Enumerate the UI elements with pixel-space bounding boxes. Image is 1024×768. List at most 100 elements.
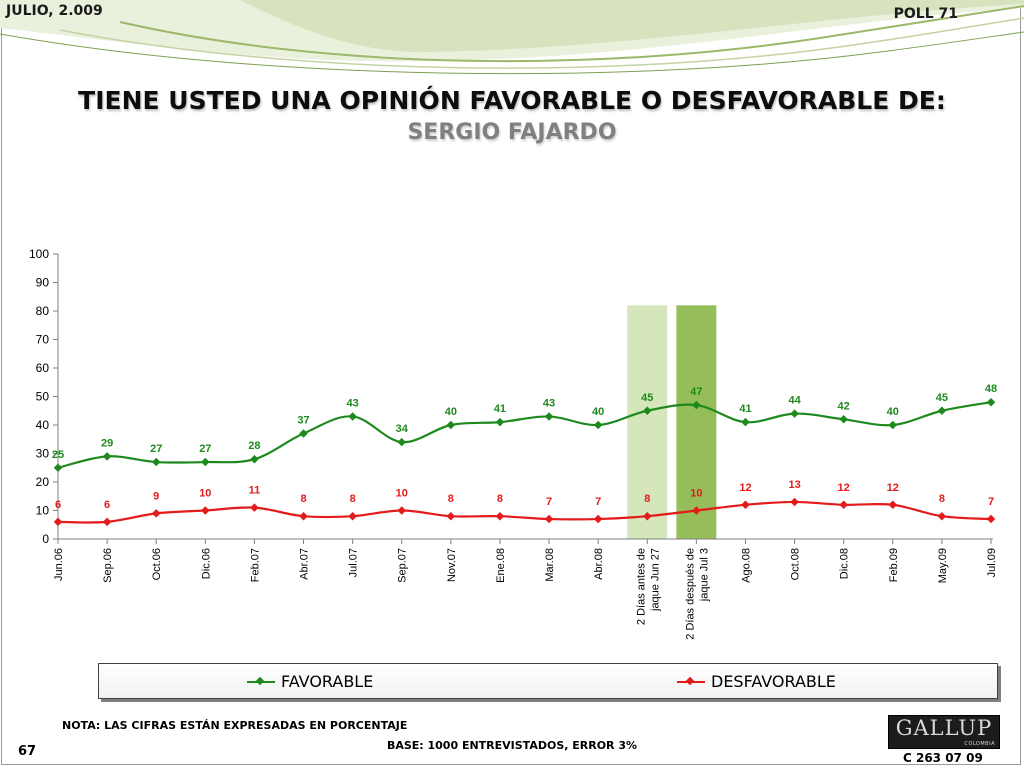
x-tick-label-11: Abr.08 [593, 548, 605, 580]
x-tick-label-0: Jun.06 [53, 548, 65, 581]
series-desfavorable-point-4 [250, 503, 259, 512]
series-desfavorable-point-3 [201, 506, 210, 515]
x-tick-label-6: Jul.07 [348, 548, 360, 577]
series-favorable-data-label-3: 27 [199, 443, 211, 455]
series-desfavorable-point-0 [53, 517, 63, 527]
y-tick-label-100: 100 [29, 247, 49, 261]
series-desfavorable-data-label-13: 10 [690, 488, 702, 500]
highlight-band-12 [627, 305, 668, 539]
series-favorable-data-label-1: 29 [101, 437, 113, 449]
series-desfavorable-data-label-0: 6 [55, 499, 61, 511]
gallup-logo: GALLUP COLOMBIA [888, 715, 1000, 749]
series-desfavorable-data-label-7: 10 [396, 488, 408, 500]
series-favorable-point-8 [446, 420, 456, 430]
series-favorable-point-13 [692, 400, 701, 410]
x-tick-label-17: Feb.09 [888, 548, 900, 582]
series-favorable-data-label-13: 47 [690, 386, 702, 398]
series-desfavorable-data-label-12: 8 [644, 493, 650, 505]
legend-favorable-label: FAVORABLE [281, 672, 374, 691]
series-favorable-data-label-7: 34 [396, 423, 409, 435]
x-tick-label-16: Dic.08 [839, 548, 851, 579]
series-desfavorable-data-label-5: 8 [300, 493, 306, 505]
x-tick-label-3: Dic.06 [200, 548, 212, 579]
series-favorable-point-19 [986, 397, 996, 407]
series-desfavorable-point-10 [544, 514, 554, 524]
series-desfavorable-point-18 [937, 511, 947, 521]
series-favorable-data-label-18: 45 [936, 392, 948, 404]
page-subtitle: SERGIO FAJARDO [407, 120, 617, 145]
series-desfavorable-point-6 [348, 511, 357, 521]
series-favorable-point-7 [397, 437, 406, 447]
series-favorable-point-10 [544, 412, 554, 421]
x-tick-label-5: Abr.07 [299, 548, 311, 580]
y-tick-label-60: 60 [36, 361, 50, 375]
series-favorable-point-18 [937, 406, 947, 415]
series-favorable-data-label-16: 42 [838, 400, 850, 412]
series-favorable-point-1 [102, 452, 112, 461]
x-tick-label-18: May.09 [937, 548, 949, 583]
y-tick-label-20: 20 [36, 475, 50, 489]
series-favorable-data-label-14: 41 [739, 403, 751, 415]
x-tick-label-7: Sep.07 [397, 548, 409, 583]
x-tick-label-1: Sep.06 [102, 548, 114, 583]
series-desfavorable-data-label-3: 10 [199, 488, 211, 500]
series-favorable-point-16 [839, 415, 848, 424]
series-favorable-data-label-4: 28 [248, 440, 260, 452]
series-desfavorable-line [57, 500, 992, 524]
series-favorable-point-17 [888, 420, 898, 430]
series-favorable-data-label-10: 43 [543, 397, 555, 409]
series-favorable-point-12 [643, 406, 652, 415]
series-desfavorable-point-17 [888, 500, 898, 510]
series-desfavorable-point-13 [692, 506, 701, 515]
y-tick-label-10: 10 [36, 504, 50, 518]
poll-number: POLL 71 [893, 6, 958, 22]
series-desfavorable-point-8 [446, 511, 456, 521]
series-favorable-point-11 [593, 420, 603, 430]
y-tick-label-90: 90 [36, 276, 50, 290]
x-tick-label-19: Jul.09 [986, 548, 998, 577]
gallup-logo-word: GALLUP [895, 716, 993, 740]
y-tick-label-50: 50 [36, 390, 50, 404]
series-favorable-data-label-15: 44 [788, 395, 801, 407]
y-tick-label-30: 30 [36, 447, 50, 461]
series-desfavorable-data-label-16: 12 [838, 482, 850, 494]
y-tick-label-40: 40 [36, 418, 50, 432]
sample-base-note: BASE: 1000 ENTREVISTADOS, ERROR 3% [386, 739, 638, 752]
x-tick-label-15: Oct.08 [790, 548, 802, 580]
series-desfavorable-data-label-8: 8 [448, 493, 454, 505]
series-desfavorable-point-14 [741, 500, 750, 510]
series-favorable-data-label-17: 40 [887, 406, 899, 418]
series-favorable-point-9 [495, 417, 505, 427]
series-desfavorable-data-label-9: 8 [497, 493, 503, 505]
x-tick-label-8: Nov.07 [446, 548, 458, 582]
series-favorable-data-label-12: 45 [641, 392, 653, 404]
series-desfavorable-data-label-15: 13 [788, 479, 800, 491]
series-desfavorable-point-2 [151, 509, 161, 518]
series-favorable-data-label-0: 25 [52, 449, 64, 461]
report-date: JULIO, 2.009 [6, 3, 103, 19]
series-favorable-data-label-9: 41 [494, 403, 506, 415]
series-favorable-data-label-19: 48 [985, 383, 997, 395]
series-favorable-point-4 [250, 454, 259, 464]
series-desfavorable-data-label-11: 7 [595, 496, 601, 508]
series-favorable-point-3 [201, 457, 210, 467]
legend-desfavorable-label: DESFAVORABLE [711, 672, 836, 691]
footnote: NOTA: LAS CIFRAS ESTÁN EXPRESADAS EN POR… [62, 719, 408, 732]
y-tick-label-0: 0 [42, 532, 49, 546]
document-code: C 263 07 09 [903, 751, 983, 765]
series-desfavorable-data-label-1: 6 [104, 499, 110, 511]
series-desfavorable-data-label-18: 8 [939, 493, 945, 505]
y-tick-label-80: 80 [36, 304, 50, 318]
series-desfavorable-data-label-14: 12 [739, 482, 751, 494]
series-favorable-data-label-8: 40 [445, 406, 457, 418]
series-favorable-data-label-6: 43 [347, 397, 359, 409]
series-favorable-data-label-2: 27 [150, 443, 162, 455]
highlight-band-13 [676, 305, 717, 539]
series-favorable-point-14 [741, 417, 750, 427]
series-desfavorable-data-label-6: 8 [350, 493, 356, 505]
page-title: TIENE USTED UNA OPINIÓN FAVORABLE O DESF… [78, 86, 946, 115]
series-desfavorable-data-label-2: 9 [153, 490, 159, 502]
series-favorable-line [57, 401, 992, 469]
series-favorable-point-15 [790, 409, 799, 418]
